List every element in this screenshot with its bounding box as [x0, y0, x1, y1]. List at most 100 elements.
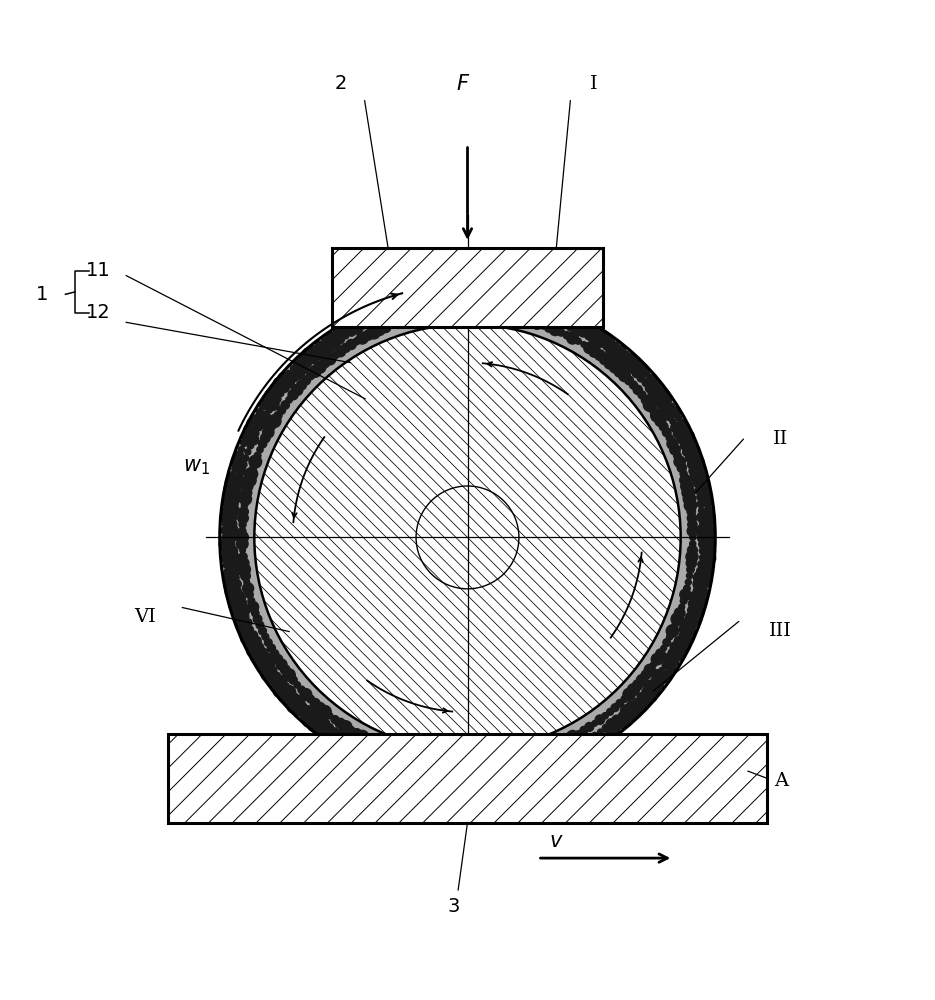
Circle shape [223, 491, 234, 502]
Circle shape [238, 564, 251, 575]
Circle shape [592, 721, 597, 726]
Circle shape [687, 460, 696, 469]
Circle shape [303, 706, 313, 716]
Circle shape [632, 359, 641, 368]
Circle shape [522, 304, 533, 315]
Circle shape [705, 506, 712, 514]
Circle shape [697, 512, 708, 523]
Circle shape [375, 759, 384, 768]
Text: VI: VI [134, 608, 156, 626]
Circle shape [612, 351, 621, 359]
Circle shape [301, 376, 310, 385]
Text: I: I [590, 75, 597, 93]
Circle shape [678, 435, 686, 444]
Circle shape [626, 353, 637, 364]
Circle shape [247, 418, 259, 431]
Circle shape [331, 716, 339, 724]
Circle shape [235, 588, 241, 594]
Circle shape [270, 650, 279, 658]
Circle shape [274, 412, 282, 420]
Circle shape [250, 465, 256, 471]
Circle shape [278, 406, 285, 414]
Circle shape [229, 541, 235, 547]
Circle shape [374, 306, 385, 317]
Circle shape [575, 746, 586, 758]
Circle shape [392, 745, 404, 758]
Circle shape [687, 525, 698, 536]
Circle shape [519, 297, 526, 305]
Circle shape [595, 738, 602, 745]
Circle shape [328, 337, 340, 349]
Circle shape [681, 480, 693, 493]
Circle shape [512, 297, 519, 302]
Text: A: A [773, 772, 788, 790]
Circle shape [244, 619, 252, 627]
Circle shape [248, 602, 259, 612]
Circle shape [484, 759, 490, 765]
Circle shape [268, 415, 281, 427]
Circle shape [539, 321, 547, 329]
Circle shape [243, 474, 256, 487]
Circle shape [310, 346, 318, 353]
Circle shape [451, 292, 456, 298]
Circle shape [693, 607, 703, 618]
Circle shape [387, 762, 398, 774]
Circle shape [334, 730, 346, 742]
Circle shape [435, 292, 445, 301]
Circle shape [244, 579, 250, 585]
Circle shape [581, 342, 586, 347]
Circle shape [682, 486, 695, 499]
Circle shape [464, 770, 471, 776]
Circle shape [320, 358, 330, 368]
Circle shape [389, 322, 395, 328]
Circle shape [593, 328, 604, 339]
Circle shape [342, 332, 349, 339]
Circle shape [254, 324, 681, 751]
Circle shape [571, 323, 583, 335]
Circle shape [265, 639, 272, 646]
Circle shape [679, 604, 684, 610]
Circle shape [225, 524, 238, 537]
Circle shape [252, 609, 259, 617]
Circle shape [239, 461, 247, 468]
Circle shape [686, 558, 697, 568]
Circle shape [700, 573, 712, 585]
Circle shape [476, 758, 485, 767]
Circle shape [603, 344, 609, 350]
Circle shape [424, 302, 431, 309]
Circle shape [699, 521, 706, 527]
Circle shape [444, 300, 451, 306]
Circle shape [422, 294, 430, 302]
Circle shape [531, 745, 543, 758]
Circle shape [319, 705, 331, 718]
Circle shape [409, 761, 420, 773]
Circle shape [352, 740, 364, 752]
Circle shape [232, 579, 241, 589]
Circle shape [612, 342, 619, 349]
Circle shape [442, 292, 451, 300]
Circle shape [355, 750, 366, 760]
Circle shape [444, 758, 453, 766]
Circle shape [253, 615, 262, 623]
Circle shape [468, 289, 480, 301]
Circle shape [241, 488, 252, 498]
Circle shape [502, 311, 511, 320]
Circle shape [615, 353, 628, 366]
Circle shape [702, 566, 713, 578]
Circle shape [290, 374, 298, 382]
Circle shape [538, 763, 548, 773]
Circle shape [387, 301, 398, 312]
Circle shape [654, 416, 666, 427]
Circle shape [298, 353, 309, 364]
Circle shape [253, 430, 259, 436]
Text: 1: 1 [36, 285, 49, 304]
Circle shape [529, 758, 539, 769]
Circle shape [261, 433, 270, 443]
Circle shape [300, 713, 307, 719]
Circle shape [698, 540, 708, 548]
Circle shape [223, 520, 228, 527]
Circle shape [647, 374, 654, 383]
Circle shape [335, 346, 346, 357]
Circle shape [663, 670, 672, 679]
Circle shape [403, 761, 412, 770]
